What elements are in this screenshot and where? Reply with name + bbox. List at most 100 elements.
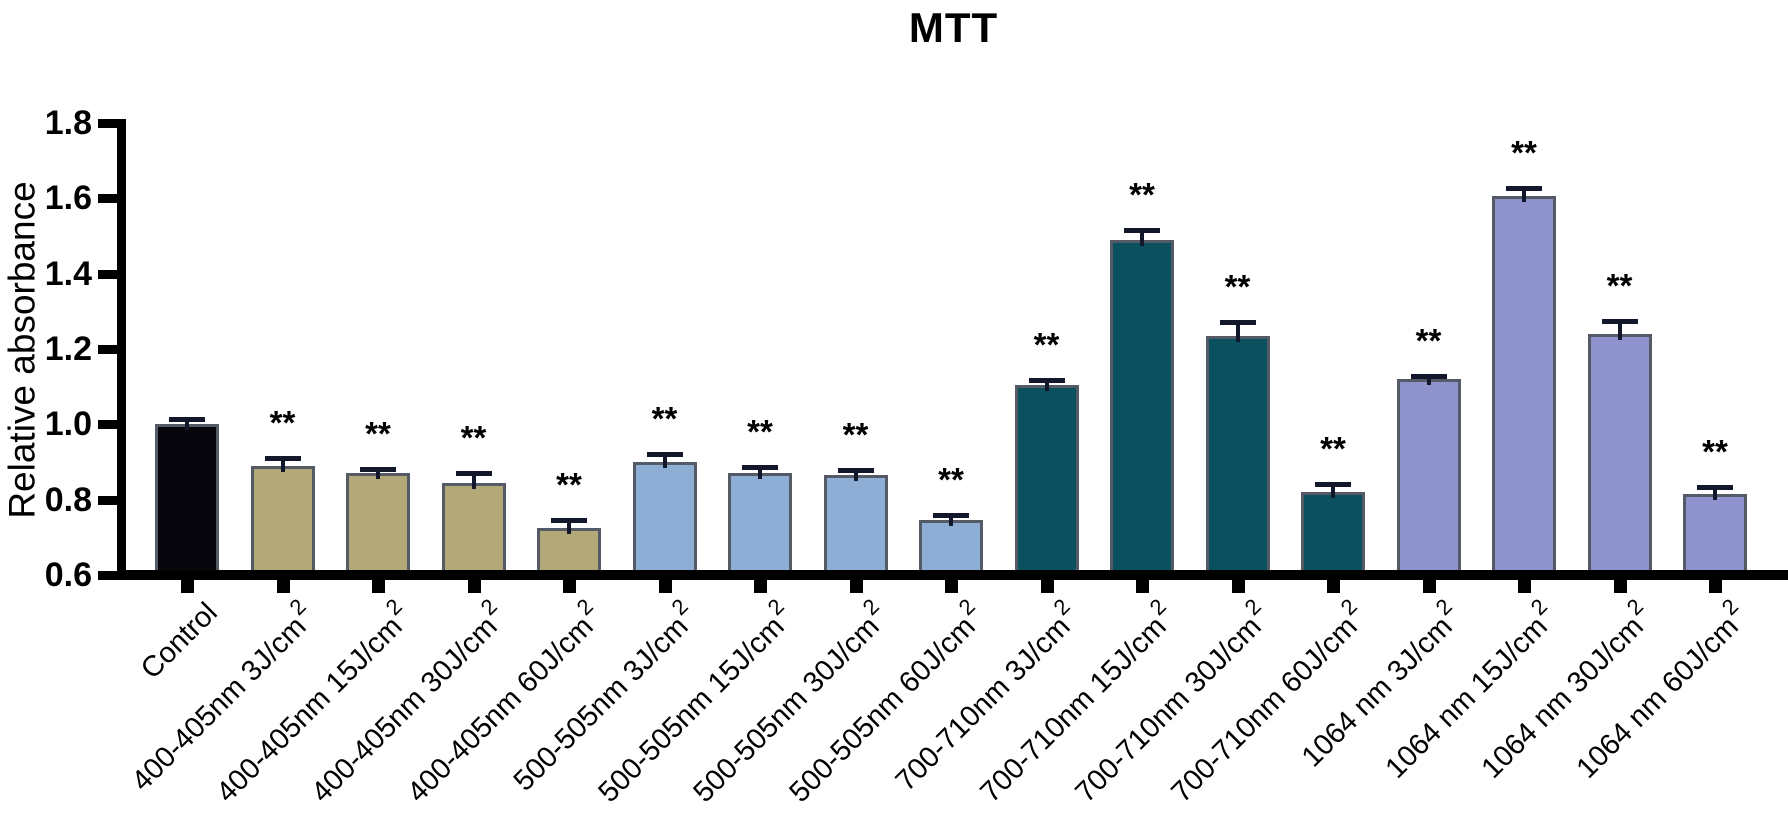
superscript-2: 2 <box>1144 593 1171 621</box>
y-tick <box>98 119 126 128</box>
superscript-2: 2 <box>380 593 407 621</box>
x-category-label: 1064 nm 3J/cm2 <box>1295 593 1459 774</box>
x-tick <box>1040 580 1054 593</box>
superscript-2: 2 <box>475 593 502 621</box>
error-bar-line <box>853 469 858 482</box>
y-tick-label: 1.6 <box>44 179 92 218</box>
y-tick-label: 1.2 <box>44 330 92 368</box>
significance-marker: ** <box>1606 266 1633 304</box>
error-bar-cap <box>1506 186 1542 192</box>
error-bar-line <box>1426 376 1431 386</box>
error-bar-cap <box>1219 319 1256 325</box>
bar <box>1587 333 1652 578</box>
chart-title: MTT <box>908 4 999 51</box>
error-bar-cap <box>1697 485 1733 491</box>
error-bar-cap <box>1028 378 1065 384</box>
y-tick-label: 1.4 <box>44 254 92 293</box>
error-bar-cap <box>1410 374 1447 380</box>
bar <box>1396 379 1461 578</box>
significance-marker: ** <box>1511 134 1537 172</box>
x-tick <box>467 580 481 593</box>
significance-marker: ** <box>460 419 487 457</box>
error-bar-line <box>1140 230 1144 246</box>
bar <box>1301 492 1365 578</box>
bar <box>632 462 697 578</box>
x-tick <box>849 580 863 593</box>
x-category-label: Control <box>134 596 224 686</box>
y-axis-line <box>117 119 126 580</box>
error-bar-cap <box>169 416 205 422</box>
x-tick <box>1231 580 1245 593</box>
superscript-2: 2 <box>1430 593 1457 621</box>
significance-marker: ** <box>842 415 869 453</box>
significance-marker: ** <box>1415 322 1442 360</box>
superscript-2: 2 <box>1335 593 1362 621</box>
superscript-2: 2 <box>953 593 980 621</box>
significance-marker: ** <box>1320 429 1346 467</box>
superscript-2: 2 <box>571 593 598 621</box>
y-tick <box>98 345 126 354</box>
error-bar-line <box>662 454 667 468</box>
error-bar-line <box>1713 487 1717 500</box>
bar <box>155 424 219 578</box>
x-tick <box>563 580 576 593</box>
x-tick <box>1518 580 1531 593</box>
significance-marker: ** <box>556 465 582 503</box>
x-category-label: 1064 nm 60J/cm2 <box>1570 593 1746 785</box>
error-bar-cap <box>360 466 396 472</box>
error-bar-line <box>758 466 762 480</box>
significance-marker: ** <box>269 404 296 442</box>
significance-marker: ** <box>1033 326 1060 364</box>
superscript-2: 2 <box>666 593 693 621</box>
error-bar-line <box>185 418 189 431</box>
bar <box>823 475 888 578</box>
y-tick <box>98 420 126 430</box>
y-tick <box>98 495 126 505</box>
x-tick <box>945 580 958 593</box>
x-tick <box>372 580 385 593</box>
bar <box>1110 239 1174 578</box>
superscript-2: 2 <box>284 593 311 621</box>
error-bar-line <box>1331 483 1335 499</box>
bar <box>1683 494 1747 578</box>
x-tick <box>1613 580 1627 593</box>
superscript-2: 2 <box>857 593 884 621</box>
superscript-2: 2 <box>1717 593 1744 621</box>
y-tick-label: 1.0 <box>44 405 92 444</box>
x-tick <box>658 580 672 593</box>
bar <box>728 473 792 578</box>
error-bar-line <box>1522 188 1526 203</box>
x-tick <box>1327 580 1340 593</box>
x-tick <box>181 580 194 593</box>
error-bar-line <box>280 458 285 472</box>
x-category-label: 1064 nm 15J/cm2 <box>1379 593 1555 785</box>
error-bar-cap <box>1601 318 1638 324</box>
significance-marker: ** <box>365 414 391 452</box>
y-tick-label: 0.8 <box>44 480 92 519</box>
error-bar-cap <box>455 471 492 477</box>
significance-marker: ** <box>1129 176 1155 214</box>
error-bar-cap <box>742 464 778 470</box>
x-tick <box>754 580 767 593</box>
y-tick-label: 0.6 <box>44 556 92 594</box>
y-tick <box>98 269 126 279</box>
bar <box>346 473 410 578</box>
error-bar-line <box>1044 380 1049 391</box>
bar <box>441 482 506 578</box>
superscript-2: 2 <box>1526 593 1553 621</box>
bar <box>250 465 315 578</box>
x-axis-line <box>117 570 1788 580</box>
error-bar-cap <box>933 512 969 518</box>
superscript-2: 2 <box>1239 593 1266 621</box>
error-bar-line <box>1235 321 1240 342</box>
significance-marker: ** <box>1224 267 1251 305</box>
x-tick <box>276 580 290 593</box>
error-bar-line <box>949 514 953 527</box>
error-bar-line <box>471 473 476 489</box>
bar <box>1492 196 1556 578</box>
error-bar-line <box>376 468 380 480</box>
error-bar-line <box>1617 320 1622 340</box>
error-bar-cap <box>1124 228 1160 234</box>
error-bar-cap <box>1315 481 1351 487</box>
error-bar-cap <box>551 517 587 523</box>
